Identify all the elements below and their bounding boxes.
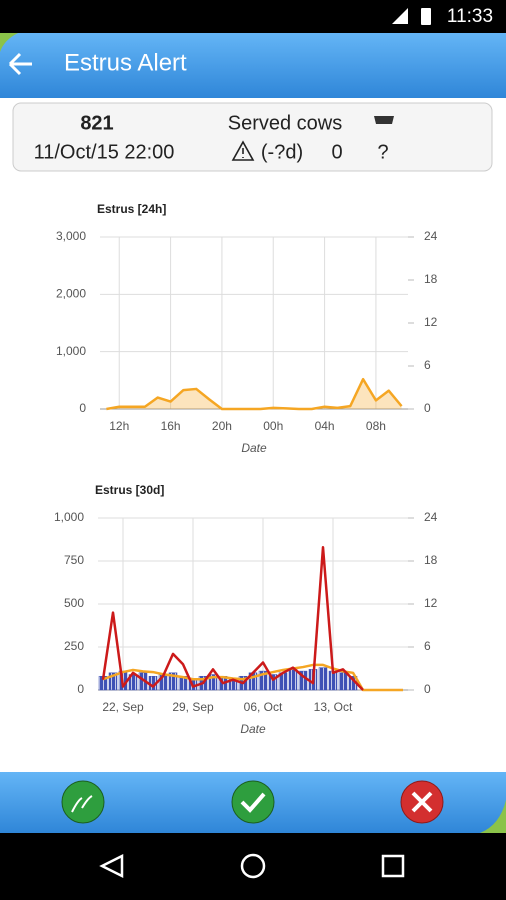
y-tick-label: 0 (79, 401, 86, 415)
clock: 11:33 (447, 6, 493, 27)
x-tick-label: 04h (315, 419, 335, 433)
x-tick-label: 12h (109, 419, 129, 433)
app-bar (0, 33, 506, 98)
alert-datetime: 11/Oct/15 22:00 (34, 141, 175, 163)
y2-tick-label: 12 (424, 315, 438, 329)
serve-icon (71, 795, 93, 813)
y2-tick-label: 18 (424, 553, 438, 567)
nav-home[interactable] (240, 853, 266, 879)
y2-tick-label: 6 (424, 358, 431, 372)
cow-count: ? (377, 141, 388, 163)
warning-icon (231, 140, 255, 161)
x-tick-label: 00h (263, 419, 283, 433)
bar (288, 669, 298, 691)
area-line (106, 377, 403, 411)
line (102, 663, 403, 692)
x-tick-label: 13, Oct (314, 700, 353, 714)
y2-tick-label: 0 (424, 401, 431, 415)
battery-icon (421, 8, 431, 25)
cow-icon (374, 116, 394, 124)
y2-tick-label: 18 (424, 272, 438, 286)
x-tick-label: 08h (366, 419, 386, 433)
x-axis-label: Date (241, 441, 267, 455)
bar (268, 674, 278, 691)
y-tick-label: 750 (64, 553, 84, 567)
y-tick-label: 250 (64, 639, 84, 653)
bar (168, 672, 178, 691)
cross-icon (411, 791, 433, 813)
nav-bar (0, 833, 506, 900)
y2-tick-label: 24 (424, 510, 438, 524)
bar (258, 670, 268, 691)
y-tick-label: 500 (64, 596, 84, 610)
cow-id: 821 (80, 112, 113, 134)
bar (108, 672, 118, 691)
bar (338, 672, 348, 691)
y2-tick-label: 12 (424, 596, 438, 610)
x-axis-label: Date (240, 722, 266, 736)
y-tick-label: 2,000 (56, 287, 86, 301)
x-tick-label: 20h (212, 419, 232, 433)
bar (318, 667, 328, 691)
y2-tick-label: 0 (424, 682, 431, 696)
bar (298, 670, 308, 691)
nav-back[interactable] (99, 853, 124, 879)
y-tick-label: 3,000 (56, 229, 86, 243)
chart-title: Estrus [30d] (95, 483, 164, 497)
back-button[interactable] (8, 52, 32, 76)
y2-tick-label: 6 (424, 639, 431, 653)
confirm-button[interactable] (231, 780, 275, 824)
served-label: Served cows (228, 112, 343, 134)
y-tick-label: 1,000 (56, 344, 86, 358)
charts: Estrus [24h] 0 1,000 2,000 3,000 0 6 12 18 24 12h 1… (54, 202, 438, 736)
bar (208, 674, 218, 691)
days: (-?d) (261, 141, 303, 163)
chart-title: Estrus [24h] (97, 202, 166, 216)
x-tick-label: 29, Sep (172, 700, 214, 714)
area (106, 379, 402, 409)
y2-tick-label: 24 (424, 229, 438, 243)
signal-icon (392, 8, 408, 24)
nav-recent[interactable] (381, 854, 405, 878)
x-tick-label: 22, Sep (102, 700, 144, 714)
served-count: 0 (331, 141, 342, 163)
corner-accent (480, 800, 506, 833)
x-tick-label: 06, Oct (244, 700, 283, 714)
x-tick-label: 16h (161, 419, 181, 433)
y-tick-label: 0 (77, 682, 84, 696)
line (101, 545, 364, 691)
serve-button[interactable] (61, 780, 105, 824)
info-card (12, 102, 493, 172)
check-icon (240, 792, 266, 813)
corner-accent (0, 33, 18, 52)
app-title: Estrus Alert (64, 49, 187, 76)
y-tick-label: 1,000 (54, 510, 84, 524)
